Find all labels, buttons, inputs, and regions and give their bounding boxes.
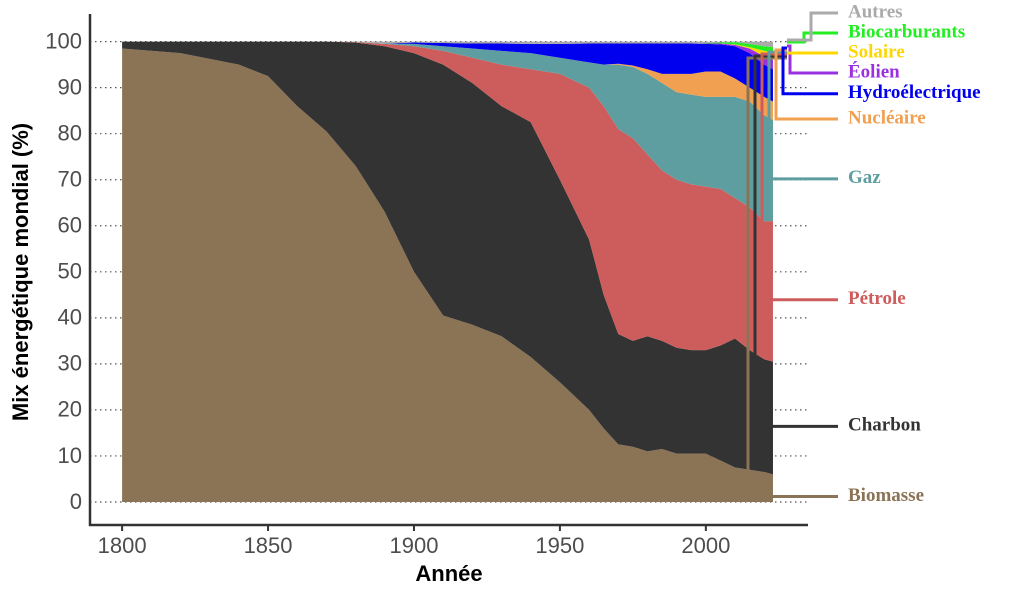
y-tick-label: 40 bbox=[58, 305, 82, 330]
y-tick-label: 60 bbox=[58, 213, 82, 238]
area bbox=[122, 48, 773, 502]
legend-line bbox=[786, 44, 838, 75]
legend-label: Autres bbox=[848, 1, 903, 22]
legend-line bbox=[760, 52, 838, 302]
x-axis-title: Année bbox=[415, 561, 482, 586]
legend-label: Biocarburants bbox=[848, 21, 965, 42]
legend-line bbox=[746, 56, 838, 499]
y-tick-label: 100 bbox=[45, 28, 82, 53]
legend-label: Gaz bbox=[848, 167, 881, 188]
y-tick-label: 30 bbox=[58, 351, 82, 376]
x-tick-label: 1850 bbox=[244, 533, 293, 558]
x-tick-label: 1800 bbox=[98, 533, 147, 558]
y-tick-label: 50 bbox=[58, 259, 82, 284]
legend-label: Solaire bbox=[848, 41, 905, 62]
y-tick-label: 90 bbox=[58, 74, 82, 99]
legend: Biomasse Charbon Pétrole Gaz Nucléaire Hydroé… bbox=[746, 1, 981, 506]
legend-line bbox=[767, 50, 838, 181]
area bbox=[122, 41, 773, 362]
axes: 0 10 20 30 40 50 60 70 80 90 100 1800 1850 1900 1950 20… bbox=[45, 14, 808, 558]
legend-line bbox=[786, 11, 838, 42]
x-tick-label: 1950 bbox=[535, 533, 584, 558]
y-axis-title: Mix énergétique mondial (%) bbox=[8, 123, 33, 421]
y-tick-label: 70 bbox=[58, 167, 82, 192]
areas bbox=[122, 41, 773, 502]
legend-line bbox=[781, 46, 838, 96]
legend-label: Pétrole bbox=[848, 288, 906, 309]
legend-line bbox=[753, 54, 838, 428]
area bbox=[122, 41, 773, 48]
area bbox=[122, 41, 773, 475]
y-tick-label: 20 bbox=[58, 397, 82, 422]
legend-line bbox=[786, 31, 838, 44]
legend-label: Hydroélectrique bbox=[848, 82, 981, 103]
legend-label: Nucléaire bbox=[848, 107, 926, 128]
area bbox=[122, 41, 773, 222]
legend-label: Biomasse bbox=[848, 485, 924, 506]
legend-label: Éolien bbox=[848, 60, 900, 82]
y-tick-label: 80 bbox=[58, 121, 82, 146]
area bbox=[122, 41, 773, 102]
legend-line bbox=[774, 48, 838, 121]
y-tick-label: 0 bbox=[70, 489, 82, 514]
x-tick-label: 2000 bbox=[681, 533, 730, 558]
legend-label: Charbon bbox=[848, 415, 921, 436]
x-tick-label: 1900 bbox=[389, 533, 438, 558]
y-tick-label: 10 bbox=[58, 443, 82, 468]
